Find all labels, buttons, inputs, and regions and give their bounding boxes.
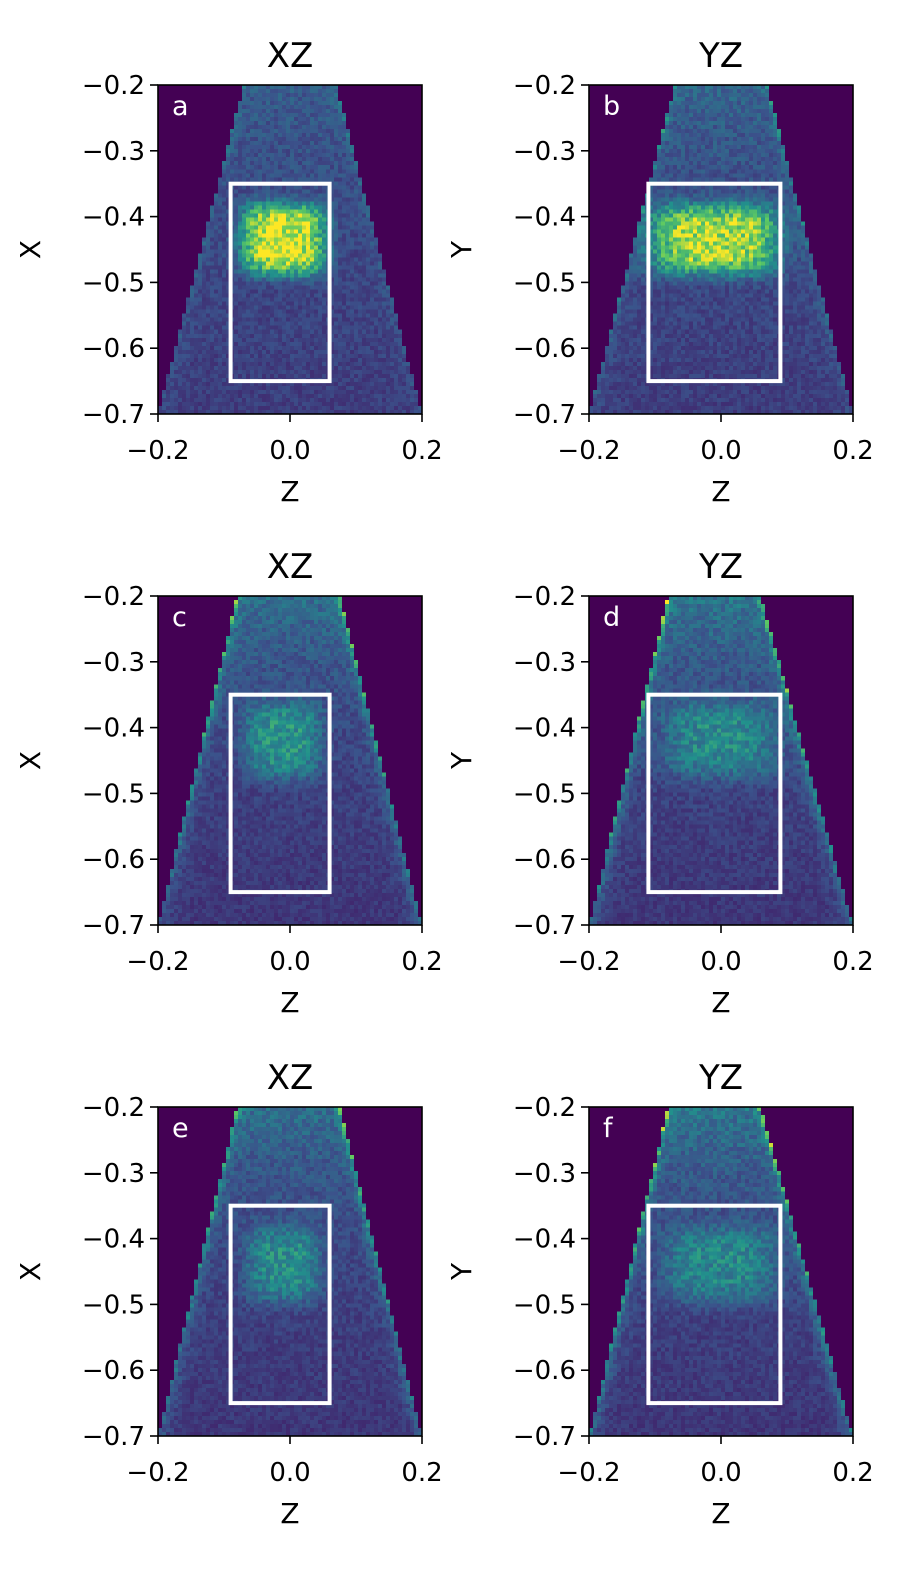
y-tick-label: −0.3 (82, 648, 145, 678)
panel-c: c XZ −0.2 −0.3 −0.4 −0.5 −0.6 −0.7 −0.2 0.0 0.2 Z X (14, 547, 443, 1019)
y-tick-label: −0.6 (82, 1356, 145, 1386)
x-tick-label: −0.2 (557, 436, 620, 466)
y-tick-label: −0.7 (82, 1422, 145, 1452)
axes-title: XZ (267, 36, 314, 76)
x-tick-label: 0.2 (832, 1458, 873, 1488)
x-tick-label: −0.2 (126, 1458, 189, 1488)
y-tick-label: −0.2 (82, 1093, 145, 1123)
y-tick-label: −0.3 (82, 1159, 145, 1189)
x-tick-label: 0.0 (269, 947, 310, 977)
y-tick-label: −0.2 (82, 71, 145, 101)
region-box (228, 692, 332, 895)
y-tick-label: −0.7 (82, 400, 145, 430)
y-tick-label: −0.3 (513, 648, 576, 678)
axes-title: XZ (267, 1058, 314, 1098)
y-tick-label: −0.3 (513, 1159, 576, 1189)
x-tick-label: 0.0 (700, 1458, 741, 1488)
x-tick-label: −0.2 (557, 947, 620, 977)
x-axis-label: Z (280, 475, 299, 508)
heatmap-cells (158, 596, 423, 926)
panel-label: d (603, 602, 620, 633)
y-tick-label: −0.6 (513, 1356, 576, 1386)
y-tick-label: −0.2 (82, 582, 145, 612)
y-axis-label: X (14, 1262, 47, 1281)
y-tick-label: −0.6 (513, 334, 576, 364)
x-tick-label: 0.2 (401, 1458, 442, 1488)
heatmap-cells (589, 596, 854, 926)
region-box (646, 1203, 783, 1406)
y-tick-label: −0.5 (82, 1290, 145, 1320)
y-tick-label: −0.5 (513, 779, 576, 809)
y-tick-label: −0.7 (513, 400, 576, 430)
panel-f: f YZ −0.2 −0.3 −0.4 −0.5 −0.6 −0.7 −0.2 0.0 0.2 Z Y (445, 1058, 874, 1530)
y-tick-label: −0.4 (82, 203, 145, 233)
panel-label: a (172, 91, 189, 122)
y-tick-label: −0.4 (82, 1225, 145, 1255)
heatmap-cells (589, 1107, 854, 1437)
y-axis-label: Y (445, 240, 478, 259)
x-axis-label: Z (711, 986, 730, 1019)
x-tick-label: 0.2 (401, 947, 442, 977)
axes-title: XZ (267, 547, 314, 587)
y-tick-label: −0.2 (513, 1093, 576, 1123)
region-box (228, 181, 332, 384)
x-axis-label: Z (280, 1497, 299, 1530)
y-axis-label: X (14, 240, 47, 259)
panel-a: a XZ −0.2 −0.3 −0.4 −0.5 −0.6 −0.7 −0.2 0.0 0.2 Z X (14, 36, 443, 508)
panel-e: e XZ −0.2 −0.3 −0.4 −0.5 −0.6 −0.7 −0.2 0.0 0.2 Z X (14, 1058, 443, 1530)
x-tick-label: 0.0 (269, 1458, 310, 1488)
y-tick-label: −0.3 (513, 137, 576, 167)
y-tick-label: −0.4 (513, 1225, 576, 1255)
x-tick-label: −0.2 (557, 1458, 620, 1488)
axes-title: YZ (698, 1058, 743, 1098)
region-box (646, 181, 783, 384)
x-axis-label: Z (280, 986, 299, 1019)
x-tick-label: 0.0 (700, 436, 741, 466)
x-tick-label: 0.0 (700, 947, 741, 977)
panel-label: e (172, 1113, 189, 1144)
panel-label: b (603, 91, 620, 122)
region-box (228, 1203, 332, 1406)
y-axis-label: Y (445, 1262, 478, 1281)
x-tick-label: 0.0 (269, 436, 310, 466)
x-tick-label: 0.2 (832, 947, 873, 977)
y-tick-label: −0.4 (513, 714, 576, 744)
x-tick-label: 0.2 (401, 436, 442, 466)
axes-title: YZ (698, 547, 743, 587)
y-tick-label: −0.2 (513, 71, 576, 101)
panel-label: c (172, 602, 187, 633)
panel-d: d YZ −0.2 −0.3 −0.4 −0.5 −0.6 −0.7 −0.2 0.0 0.2 Z Y (445, 547, 874, 1019)
y-tick-label: −0.2 (513, 582, 576, 612)
heatmap-cells (589, 85, 854, 415)
y-axis-label: Y (445, 751, 478, 770)
axes-title: YZ (698, 36, 743, 76)
y-tick-label: −0.7 (513, 911, 576, 941)
y-tick-label: −0.7 (513, 1422, 576, 1452)
y-tick-label: −0.5 (513, 1290, 576, 1320)
y-tick-label: −0.7 (82, 911, 145, 941)
region-box (646, 692, 783, 895)
panel-b: b YZ −0.2 −0.3 −0.4 −0.5 −0.6 −0.7 −0.2 0.0 0.2 Z Y (445, 36, 874, 508)
heatmap-cells (158, 85, 423, 415)
y-tick-label: −0.6 (82, 845, 145, 875)
y-tick-label: −0.4 (82, 714, 145, 744)
y-tick-label: −0.5 (82, 268, 145, 298)
y-tick-label: −0.3 (82, 137, 145, 167)
y-tick-label: −0.6 (82, 334, 145, 364)
x-axis-label: Z (711, 475, 730, 508)
x-tick-label: −0.2 (126, 436, 189, 466)
y-tick-label: −0.5 (513, 268, 576, 298)
y-axis-label: X (14, 751, 47, 770)
panel-label: f (603, 1113, 614, 1144)
heatmap-cells (158, 1107, 423, 1437)
x-axis-label: Z (711, 1497, 730, 1530)
x-tick-label: −0.2 (126, 947, 189, 977)
x-tick-label: 0.2 (832, 436, 873, 466)
y-tick-label: −0.5 (82, 779, 145, 809)
y-tick-label: −0.6 (513, 845, 576, 875)
y-tick-label: −0.4 (513, 203, 576, 233)
